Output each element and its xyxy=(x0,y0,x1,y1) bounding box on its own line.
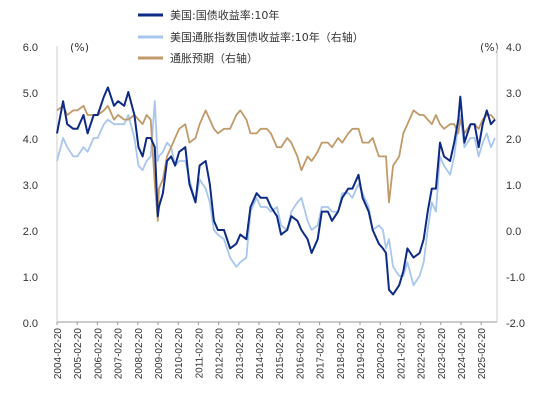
right-tick-label: -2.0 xyxy=(506,318,525,330)
x-tick-label: 2005-02-20 xyxy=(73,328,84,380)
left-tick-label: 6.0 xyxy=(23,42,38,54)
left-tick-label: 4.0 xyxy=(23,134,38,146)
x-tick-label: 2021-02-20 xyxy=(396,328,407,380)
x-tick-label: 2007-02-20 xyxy=(114,328,125,380)
x-tick-label: 2013-02-20 xyxy=(235,328,246,380)
series-line-tips-10y xyxy=(56,100,496,287)
x-tick-label: 2015-02-20 xyxy=(275,328,286,380)
left-tick-label: 3.0 xyxy=(23,180,38,192)
x-tick-label: 2023-02-20 xyxy=(437,328,448,380)
legend: 美国:国债收益率:10年 美国通胀指数国债收益率:10年（右轴） 通胀预期（右轴… xyxy=(138,8,364,65)
x-tick-label: 2019-02-20 xyxy=(356,328,367,380)
right-axis-unit: (%) xyxy=(480,41,499,54)
legend-label-tips: 美国通胀指数国债收益率:10年（右轴） xyxy=(170,30,364,44)
x-tick-label: 2017-02-20 xyxy=(316,328,327,380)
right-tick-label: 1.0 xyxy=(506,180,521,192)
x-tick-label: 2024-02-20 xyxy=(457,328,468,380)
x-tick-label: 2010-02-20 xyxy=(174,328,185,380)
plot-area xyxy=(56,46,498,323)
x-tick-label: 2025-02-20 xyxy=(477,328,488,380)
x-tick-label: 2012-02-20 xyxy=(215,328,226,380)
x-tick-label: 2004-02-20 xyxy=(53,328,64,380)
x-tick-label: 2016-02-20 xyxy=(295,328,306,380)
left-tick-label: 2.0 xyxy=(23,226,38,238)
series-line-nominal-10y xyxy=(56,86,496,296)
left-axis: 0.0 1.0 2.0 3.0 4.0 5.0 6.0 xyxy=(23,42,38,330)
right-axis: -2.0 -1.0 0.0 1.0 2.0 3.0 4.0 xyxy=(506,42,525,330)
left-tick-label: 5.0 xyxy=(23,88,38,100)
x-tick-label: 2020-02-20 xyxy=(376,328,387,380)
x-tick-label: 2009-02-20 xyxy=(154,328,165,380)
legend-label-nominal: 美国:国债收益率:10年 xyxy=(170,8,279,22)
left-axis-unit: (%) xyxy=(70,41,89,54)
left-tick-label: 1.0 xyxy=(23,272,38,284)
x-tick-label: 2018-02-20 xyxy=(336,328,347,380)
right-tick-label: 4.0 xyxy=(506,42,521,54)
series-layer xyxy=(56,86,496,296)
x-tick-label: 2011-02-20 xyxy=(194,328,205,379)
legend-label-breakeven: 通胀预期（右轴） xyxy=(170,51,258,65)
right-tick-label: 2.0 xyxy=(506,134,521,146)
right-tick-label: 0.0 xyxy=(506,226,521,238)
left-tick-label: 0.0 xyxy=(23,318,38,330)
right-tick-label: 3.0 xyxy=(506,88,521,100)
x-tick-label: 2008-02-20 xyxy=(134,328,145,380)
right-tick-label: -1.0 xyxy=(506,272,525,284)
x-tick-label: 2014-02-20 xyxy=(255,328,266,380)
x-tick-label: 2022-02-20 xyxy=(417,328,428,380)
x-tick-label: 2006-02-20 xyxy=(93,328,104,380)
series-line-breakeven xyxy=(56,104,496,222)
x-axis-ticks: 2004-02-20 2005-02-20 2006-02-20 2007-02-20… xyxy=(53,322,488,379)
